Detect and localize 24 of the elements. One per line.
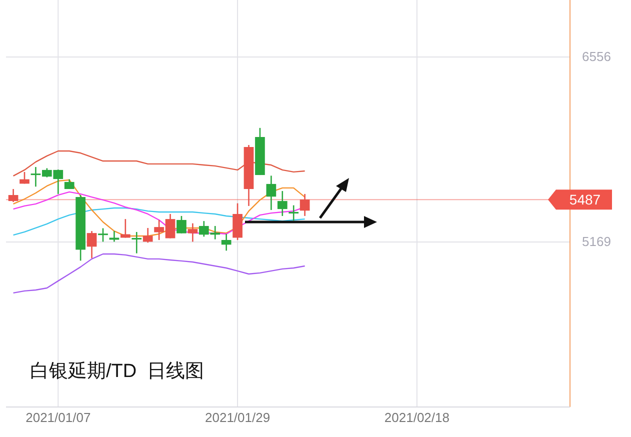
- candlestick: [232, 202, 242, 241]
- text: 白银延期/TD 日线图: [30, 361, 204, 382]
- candlestick: [8, 188, 18, 203]
- candlestick: [176, 215, 186, 234]
- line-series: [12, 207, 306, 236]
- candlestick: [86, 230, 97, 259]
- x-tick-label: 2021/02/18: [384, 410, 450, 426]
- candlestick: [132, 231, 142, 254]
- candlestick: [142, 227, 153, 244]
- line-series: [12, 253, 306, 294]
- x-tick-label: 2021/01/07: [26, 410, 91, 426]
- x-tick-label: 2021/01/29: [205, 410, 270, 426]
- y-tick-label: 6556: [582, 49, 611, 64]
- candlestick: [277, 190, 288, 217]
- candlestick: [109, 230, 120, 242]
- candlestick: [98, 228, 108, 242]
- candlestick: [266, 175, 276, 211]
- candlestick: [120, 218, 130, 238]
- candlestick: [300, 193, 310, 217]
- candlestick: [288, 204, 299, 222]
- y-tick-label: 5169: [582, 234, 611, 250]
- candlestick: [188, 222, 198, 242]
- candlestick: [221, 233, 232, 252]
- ref-line-label: 5487: [569, 192, 601, 208]
